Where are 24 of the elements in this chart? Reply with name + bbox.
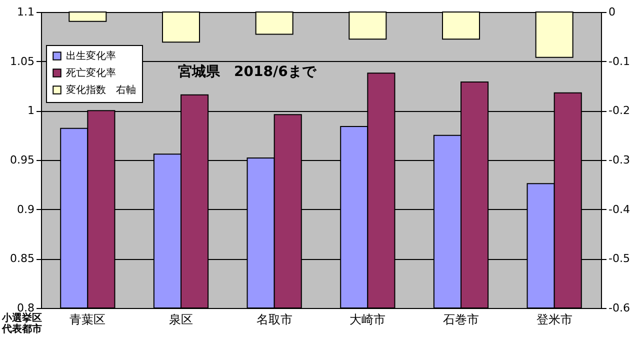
y2-tick-label: 0: [608, 6, 616, 18]
y2-tick-label: -0.5: [608, 252, 630, 266]
x-tick-label: 青葉区: [70, 312, 106, 326]
x-tick-label: 大崎市: [350, 312, 386, 326]
text: 小選挙区代表都市: [1, 312, 42, 335]
y2-tick-label: -0.6: [608, 302, 630, 314]
y-tick-label: 0.95: [10, 154, 34, 166]
y-tick-label: 1.1: [17, 6, 34, 18]
y2-tick-label: -0.3: [608, 154, 630, 166]
legend-label: 変化指数 右軸: [66, 84, 136, 96]
legend-label: 出生変化率: [66, 50, 116, 62]
x-tick-label: 泉区: [169, 312, 193, 326]
text: 宮城県 2018/6まで: [178, 63, 317, 80]
y2-tick-label: -0.2: [608, 104, 630, 118]
y-tick-label: 1.05: [10, 54, 34, 68]
x-tick-label: 登米市: [536, 312, 572, 326]
x-tick-label: 名取市: [256, 312, 292, 326]
x-tick-label: 石巻市: [443, 312, 479, 326]
y-tick-label: 0.9: [17, 202, 34, 216]
y2-tick-label: -0.1: [608, 54, 630, 68]
y-tick-label: 0.85: [10, 252, 34, 266]
legend-label: 死亡変化率: [66, 67, 116, 79]
y2-tick-label: -0.4: [608, 202, 630, 216]
y-tick-label: 1: [28, 104, 34, 118]
